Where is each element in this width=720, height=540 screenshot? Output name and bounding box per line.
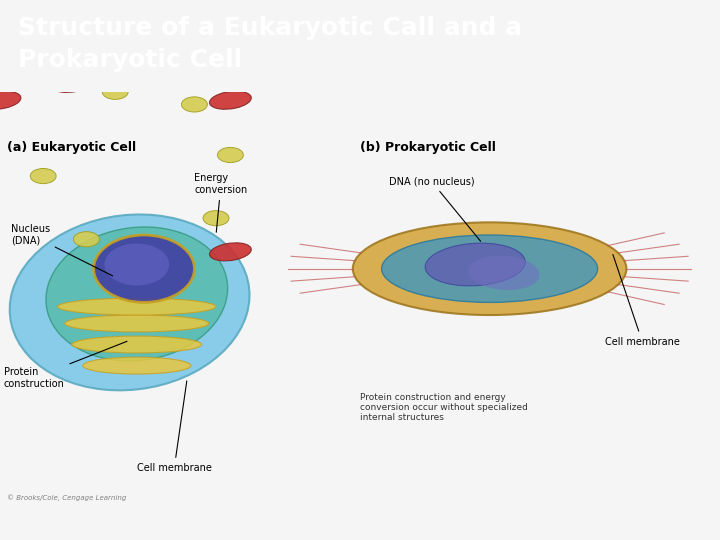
Circle shape bbox=[217, 147, 243, 163]
Ellipse shape bbox=[83, 357, 191, 374]
Circle shape bbox=[30, 168, 56, 184]
Ellipse shape bbox=[46, 227, 228, 361]
Circle shape bbox=[203, 211, 229, 226]
Ellipse shape bbox=[469, 256, 539, 290]
Ellipse shape bbox=[104, 244, 169, 286]
Text: Cell membrane: Cell membrane bbox=[137, 381, 212, 473]
Text: Protein construction and energy
conversion occur without specialized
internal st: Protein construction and energy conversi… bbox=[360, 393, 528, 422]
Ellipse shape bbox=[210, 91, 251, 109]
Text: Nucleus
(DNA): Nucleus (DNA) bbox=[11, 224, 113, 276]
Ellipse shape bbox=[382, 235, 598, 302]
Text: Energy
conversion: Energy conversion bbox=[194, 173, 248, 232]
Text: (a) Eukaryotic Cell: (a) Eukaryotic Cell bbox=[7, 141, 136, 154]
Text: DNA (no nucleus): DNA (no nucleus) bbox=[389, 177, 481, 241]
Ellipse shape bbox=[210, 243, 251, 261]
Circle shape bbox=[73, 232, 99, 247]
Ellipse shape bbox=[94, 235, 194, 302]
Ellipse shape bbox=[9, 214, 250, 390]
Text: Structure of a Eukaryotic Call and a
Prokaryotic Cell: Structure of a Eukaryotic Call and a Pro… bbox=[18, 16, 522, 71]
Ellipse shape bbox=[353, 222, 626, 315]
Ellipse shape bbox=[426, 243, 525, 286]
Text: Cell membrane: Cell membrane bbox=[605, 254, 680, 347]
Circle shape bbox=[181, 97, 207, 112]
Ellipse shape bbox=[0, 91, 21, 109]
Circle shape bbox=[102, 84, 128, 99]
Text: Protein
construction: Protein construction bbox=[4, 341, 127, 389]
Text: © Brooks/Cole, Cengage Learning: © Brooks/Cole, Cengage Learning bbox=[7, 495, 127, 501]
Ellipse shape bbox=[65, 315, 209, 332]
Ellipse shape bbox=[72, 336, 202, 353]
Ellipse shape bbox=[51, 75, 93, 92]
Ellipse shape bbox=[58, 298, 216, 315]
Text: (b) Prokaryotic Cell: (b) Prokaryotic Cell bbox=[360, 141, 496, 154]
